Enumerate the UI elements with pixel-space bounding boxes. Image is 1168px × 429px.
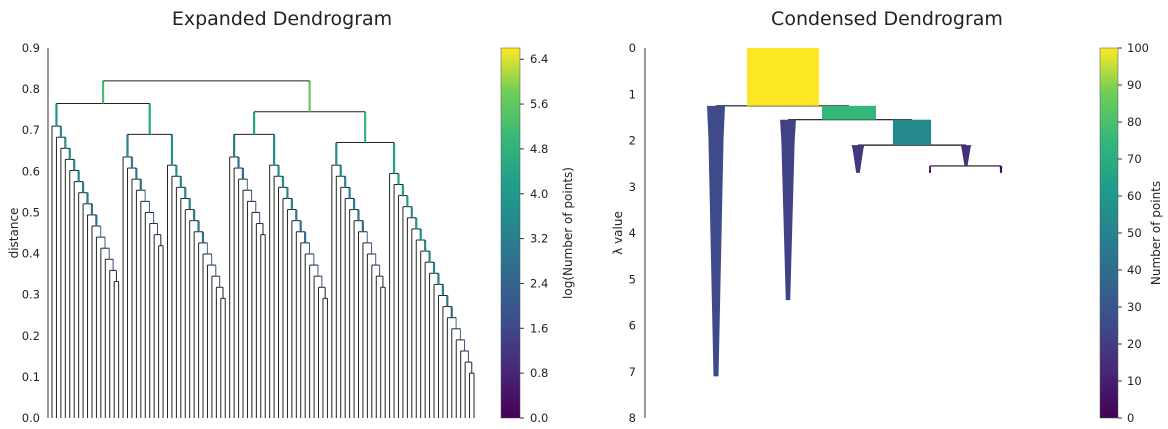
expanded-dendrogram <box>51 80 475 418</box>
colorbar-tick-label: 3.2 <box>530 232 548 246</box>
right-y-ticks: 0 1 2 3 4 5 6 7 8 <box>629 41 636 425</box>
left-y-tick-label: 0.2 <box>22 329 40 343</box>
colorbar-tick-label: 100 <box>1127 41 1149 55</box>
colorbar-tick-label: 60 <box>1127 189 1142 203</box>
colorbar-tick-label: 50 <box>1127 226 1142 240</box>
colorbar-tick-label: 0 <box>1127 411 1134 425</box>
colorbar-tick-label: 6.4 <box>530 52 548 66</box>
condensed-dendrogram <box>707 48 1003 377</box>
condensed-branch <box>851 145 865 173</box>
condensed-branch <box>780 119 796 301</box>
right-y-tick-label: 8 <box>629 411 636 425</box>
left-colorbar-ticks: 0.0 0.8 1.6 2.4 3.2 4.0 4.8 5.6 6.4 <box>520 52 548 425</box>
left-y-tick-label: 0.6 <box>22 164 40 178</box>
left-y-ticks: 0.0 0.1 0.2 0.3 0.4 0.5 0.6 0.7 0.8 0.9 <box>22 41 40 425</box>
left-y-tick-label: 0.0 <box>22 411 40 425</box>
left-y-tick-label: 0.4 <box>22 247 40 261</box>
colorbar-tick-label: 70 <box>1127 152 1142 166</box>
right-y-axis-label: λ value <box>611 211 625 255</box>
colorbar-tick-label: 20 <box>1127 337 1142 351</box>
right-y-tick-label: 2 <box>629 134 636 148</box>
right-colorbar-label: Number of points <box>1149 181 1163 285</box>
colorbar-tick-label: 40 <box>1127 263 1142 277</box>
colorbar-tick-label: 30 <box>1127 300 1142 314</box>
colorbar-tick-label: 4.0 <box>530 187 548 201</box>
left-y-tick-label: 0.3 <box>22 288 40 302</box>
left-y-axis-label: distance <box>7 208 21 259</box>
left-y-tick-label: 0.9 <box>22 41 40 55</box>
right-y-tick-label: 1 <box>629 87 636 101</box>
left-chart-title: Expanded Dendrogram <box>172 8 392 30</box>
right-chart-title: Condensed Dendrogram <box>771 8 1003 30</box>
left-y-tick-label: 0.8 <box>22 82 40 96</box>
colorbar-tick-label: 90 <box>1127 78 1142 92</box>
left-colorbar <box>500 47 521 419</box>
condensed-branch <box>747 48 819 106</box>
right-colorbar-ticks: 0 10 20 30 40 50 60 70 80 90 100 <box>1118 41 1149 425</box>
right-y-tick-label: 4 <box>629 226 636 240</box>
left-y-tick-label: 0.1 <box>22 370 40 384</box>
right-y-tick-label: 3 <box>629 180 636 194</box>
condensed-branch <box>822 105 876 120</box>
left-y-tick-label: 0.7 <box>22 123 40 137</box>
condensed-branch <box>999 165 1003 173</box>
right-colorbar <box>1099 47 1119 419</box>
colorbar-tick-label: 0.8 <box>530 366 548 380</box>
right-y-tick-label: 5 <box>629 272 636 286</box>
condensed-branch <box>929 165 931 173</box>
colorbar-tick-label: 5.6 <box>530 97 548 111</box>
right-y-tick-label: 0 <box>629 41 636 55</box>
right-y-tick-label: 7 <box>629 365 636 379</box>
colorbar-tick-label: 1.6 <box>530 321 548 335</box>
left-colorbar-label: log(Number of points) <box>561 167 575 299</box>
colorbar-tick-label: 2.4 <box>530 276 548 290</box>
colorbar-tick-label: 4.8 <box>530 142 548 156</box>
left-y-tick-label: 0.5 <box>22 205 40 219</box>
colorbar-tick-label: 0.0 <box>530 411 548 425</box>
right-y-tick-label: 6 <box>629 319 636 333</box>
colorbar-tick-label: 80 <box>1127 115 1142 129</box>
condensed-branch <box>707 105 725 377</box>
condensed-branch <box>892 119 932 146</box>
colorbar-tick-label: 10 <box>1127 374 1142 388</box>
condensed-branch <box>960 145 972 166</box>
